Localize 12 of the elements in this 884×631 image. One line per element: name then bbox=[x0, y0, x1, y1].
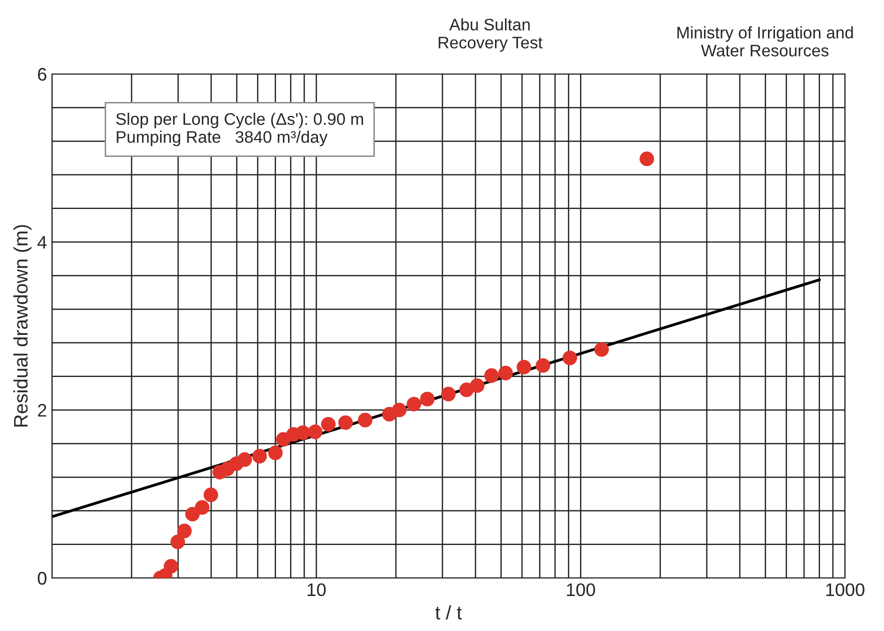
annotation: Slop per Long Cycle (Δs'): 0.90 m Pumping Rate 3840 m³/day bbox=[116, 112, 364, 146]
text: Ministry of Irrigation and Water Resources bbox=[677, 26, 853, 56]
y-tick-label: 6 bbox=[38, 68, 46, 81]
x-tick-label: 10 bbox=[308, 583, 326, 596]
x-axis-title: t / t bbox=[435, 605, 462, 620]
x-tick-label: 1000 bbox=[826, 583, 864, 596]
chart-title: Abu Sultan Recovery Test bbox=[438, 18, 543, 52]
y-tick-label: 0 bbox=[38, 572, 46, 585]
y-tick-label: 2 bbox=[38, 404, 46, 417]
x-tick-label: 100 bbox=[566, 583, 596, 596]
y-axis-title: Residual drawdown (m) bbox=[13, 225, 32, 427]
y-tick-label: 4 bbox=[38, 236, 47, 249]
